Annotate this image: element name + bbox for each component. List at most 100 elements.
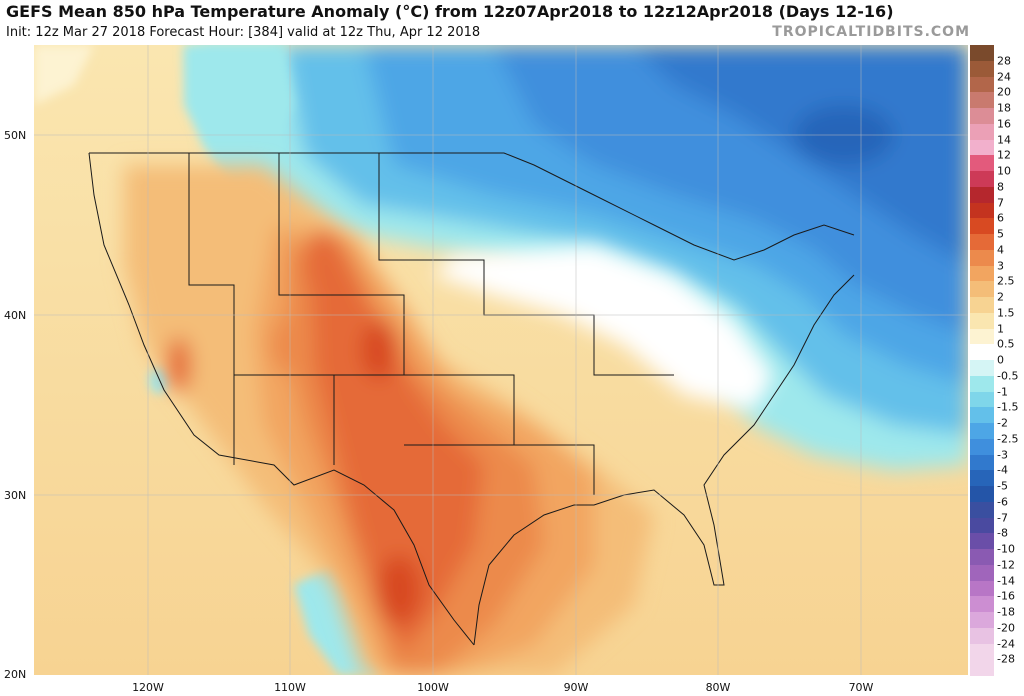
colorbar-cell xyxy=(970,407,994,424)
colorbar-label: 3 xyxy=(997,259,1004,272)
colorbar-label: 1.5 xyxy=(997,306,1015,320)
temperature-anomaly-map xyxy=(34,45,968,675)
lat-label-20n: 20N xyxy=(4,668,27,681)
colorbar-label: 2 xyxy=(997,290,1004,304)
colorbar-cell xyxy=(970,344,994,361)
colorbar-cell xyxy=(970,580,994,597)
colorbar-cell xyxy=(970,297,994,314)
colorbar-label: 8 xyxy=(997,180,1004,194)
colorbar-cell xyxy=(970,470,994,487)
colorbar-cell xyxy=(970,139,994,156)
colorbar-label: -2 xyxy=(997,416,1008,430)
lon-label-90w: 90W xyxy=(563,681,589,694)
lon-label-110w: 110W xyxy=(274,681,306,694)
colorbar-label: 20 xyxy=(997,85,1011,99)
colorbar-label: -6 xyxy=(997,495,1008,509)
colorbar-label: 18 xyxy=(997,101,1011,115)
colorbar-cell xyxy=(970,171,994,188)
colorbar-label: 24 xyxy=(997,70,1011,83)
lon-label-120w: 120W xyxy=(132,681,164,694)
colorbar-label: -1.5 xyxy=(997,400,1019,414)
colorbar-cell xyxy=(970,186,994,203)
colorbar-label: 5 xyxy=(997,227,1004,241)
warm-anomaly-region xyxy=(124,165,654,675)
map-subtitle: Init: 12z Mar 27 2018 Forecast Hour: [38… xyxy=(6,25,481,40)
colorbar-cell xyxy=(970,108,994,125)
colorbar-cell xyxy=(970,281,994,298)
colorbar-cell xyxy=(970,564,994,581)
colorbar-label: -5 xyxy=(997,479,1008,493)
colorbar-cell xyxy=(970,423,994,440)
colorbar-label: -10 xyxy=(997,542,1015,556)
colorbar-cell xyxy=(970,155,994,172)
lon-label-70w: 70W xyxy=(848,681,874,694)
colorbar-label: 0 xyxy=(997,353,1004,367)
colorbar-cell xyxy=(970,643,994,660)
neutral-anomaly-band xyxy=(434,245,774,410)
lat-label-50n: 50N xyxy=(4,129,27,142)
colorbar-label: -16 xyxy=(997,589,1015,603)
colorbar-cell xyxy=(970,454,994,471)
colorbar-cell xyxy=(970,328,994,345)
lon-label-100w: 100W xyxy=(417,681,449,694)
colorbar-label: -12 xyxy=(997,558,1015,572)
colorbar-cell xyxy=(970,60,994,77)
colorbar-label: -2.5 xyxy=(997,432,1019,446)
colorbar-label: 14 xyxy=(997,133,1011,146)
colorbar-label: -18 xyxy=(997,605,1015,619)
colorbar-label: -4 xyxy=(997,463,1008,477)
colorbar-label: 10 xyxy=(997,164,1011,178)
colorbar-cell xyxy=(970,533,994,550)
colorbar-cell xyxy=(970,92,994,109)
us-mexico-west xyxy=(88,152,475,646)
colorbar-label: 16 xyxy=(997,117,1011,131)
colorbar-cell xyxy=(970,218,994,235)
colorbar-cell xyxy=(970,549,994,566)
canada-border xyxy=(89,152,855,261)
graticule-lines xyxy=(34,45,968,675)
colorbar-label: -3 xyxy=(997,448,1008,461)
colorbar-cell xyxy=(970,659,994,676)
colorbar-label: 6 xyxy=(997,211,1004,225)
colorbar-label: -0.5 xyxy=(997,369,1019,383)
colorbar-label: 12 xyxy=(997,148,1011,162)
colorbar-label: -20 xyxy=(997,621,1015,635)
colorbar-cell xyxy=(970,612,994,629)
lon-label-80w: 80W xyxy=(705,681,731,694)
colorbar-label: -28 xyxy=(997,652,1015,666)
colorbar-label: -7 xyxy=(997,511,1008,524)
colorbar-label: -1 xyxy=(997,385,1008,398)
colorbar-cell xyxy=(970,438,994,455)
colorbar-label: 28 xyxy=(997,54,1011,68)
colorbar-cell xyxy=(970,391,994,408)
colorbar-cell xyxy=(970,360,994,377)
colorbar-label: 1 xyxy=(997,322,1004,335)
source-watermark: TROPICALTIDBITS.COM xyxy=(772,24,970,40)
colorbar-cell xyxy=(970,375,994,392)
colorbar-label: 2.5 xyxy=(997,274,1015,288)
colorbar-cell xyxy=(970,123,994,140)
map-title: GEFS Mean 850 hPa Temperature Anomaly (°… xyxy=(6,2,894,21)
colorbar-cell xyxy=(970,596,994,613)
colorbar-cell xyxy=(970,486,994,503)
colorbar-label: -14 xyxy=(997,574,1015,587)
colorbar-cell xyxy=(970,517,994,534)
colorbar-cell xyxy=(970,202,994,219)
colorbar-cell xyxy=(970,501,994,518)
gulf-east-coast xyxy=(473,274,855,646)
lat-label-30n: 30N xyxy=(4,489,27,502)
colorbar-cell xyxy=(970,312,994,329)
colorbar-cell xyxy=(970,265,994,282)
southern-state-lines xyxy=(234,374,595,495)
colorbar-label: -24 xyxy=(997,637,1015,650)
western-state-lines xyxy=(188,153,235,465)
colorbar-cell xyxy=(970,234,994,251)
colorbar-cell xyxy=(970,76,994,93)
colorbar-cell xyxy=(970,249,994,266)
colorbar-label: 0.5 xyxy=(997,337,1015,351)
colorbar-cell xyxy=(970,627,994,644)
colorbar-label: -8 xyxy=(997,526,1008,540)
colorbar-cell xyxy=(970,45,994,62)
central-state-lines xyxy=(278,153,515,445)
colorbar-label: 7 xyxy=(997,196,1004,209)
